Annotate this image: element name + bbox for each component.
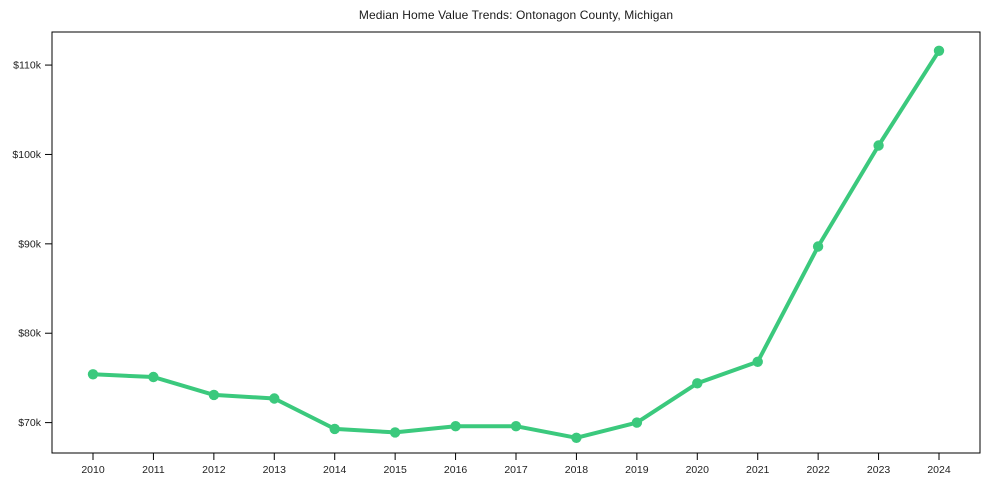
x-tick-label: 2012 xyxy=(202,464,226,476)
data-point-2010 xyxy=(87,369,99,380)
data-point-2015 xyxy=(389,427,401,438)
x-tick-label: 2017 xyxy=(504,464,528,476)
x-tick-label: 2019 xyxy=(625,464,649,476)
data-point-2021 xyxy=(752,356,763,367)
x-tick-label: 2011 xyxy=(142,464,165,476)
y-tick-label: $80k xyxy=(18,328,42,340)
data-point-2014 xyxy=(329,423,340,435)
data-point-2024 xyxy=(933,45,945,56)
data-point-2016 xyxy=(450,421,461,432)
x-tick-label: 2024 xyxy=(927,464,951,476)
x-tick-label: 2014 xyxy=(323,464,347,476)
data-point-2012 xyxy=(208,389,220,401)
plot-area-border xyxy=(51,31,981,454)
y-tick-label: $90k xyxy=(18,238,42,250)
data-point-2018 xyxy=(571,432,582,443)
data-point-2011 xyxy=(148,371,159,383)
data-point-2013 xyxy=(269,393,280,404)
x-tick-label: 2016 xyxy=(444,464,468,476)
y-tick-label: $70k xyxy=(18,417,42,429)
y-tick-label: $100k xyxy=(12,149,41,161)
data-point-2020 xyxy=(692,378,703,389)
y-tick-label: $110k xyxy=(13,60,42,72)
x-tick-label: 2020 xyxy=(686,464,710,476)
x-tick-label: 2023 xyxy=(867,464,891,476)
chart-title: Median Home Value Trends: Ontonagon Coun… xyxy=(358,8,674,22)
data-point-2023 xyxy=(873,140,884,151)
data-point-2017 xyxy=(510,421,522,432)
x-tick-label: 2021 xyxy=(746,464,770,476)
x-tick-label: 2013 xyxy=(263,464,287,476)
data-point-2022 xyxy=(812,241,824,252)
x-tick-label: 2010 xyxy=(81,464,105,476)
x-tick-label: 2022 xyxy=(806,464,830,476)
x-tick-label: 2018 xyxy=(565,464,589,476)
x-tick-label: 2015 xyxy=(383,464,407,476)
data-point-2019 xyxy=(631,417,643,428)
